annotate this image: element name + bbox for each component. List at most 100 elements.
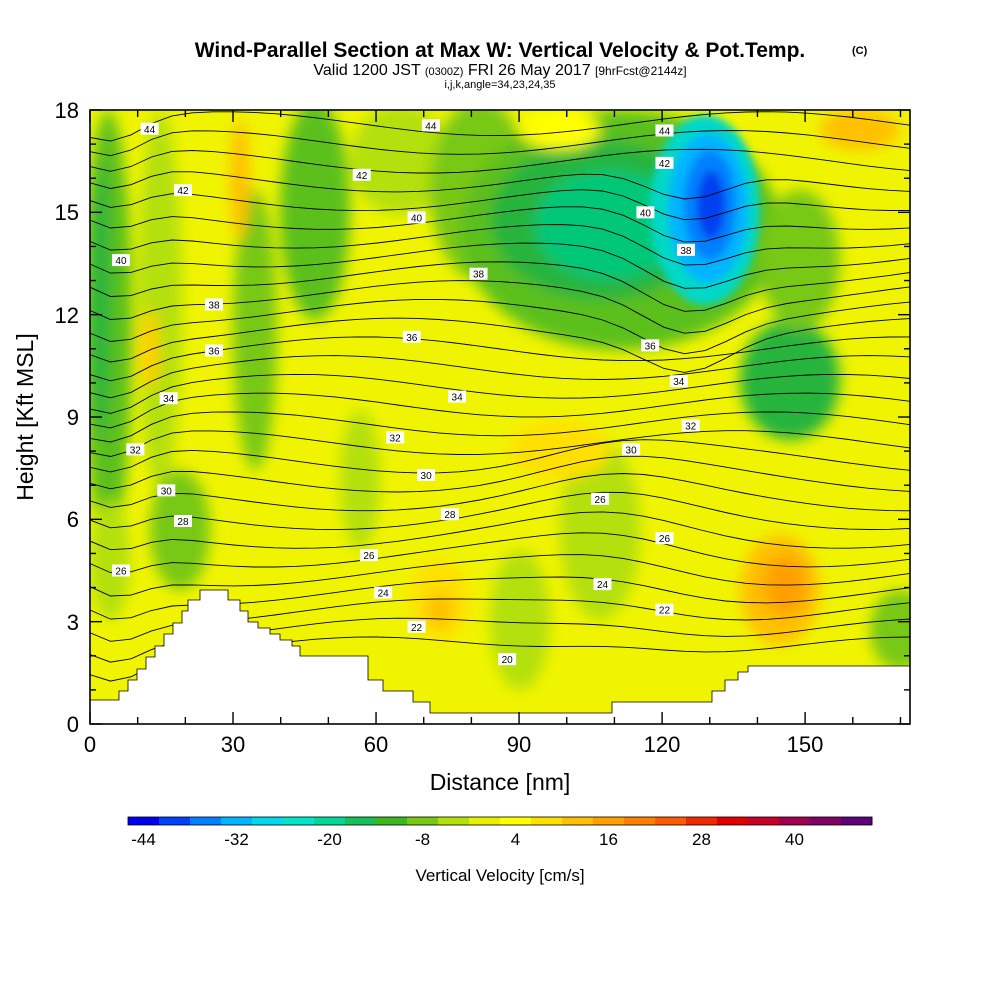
contour-label: 36 [641, 339, 660, 352]
y-tick-label: 6 [67, 507, 79, 532]
contour-label: 32 [681, 419, 700, 433]
contour-label-box [676, 243, 695, 256]
colorbar-tick-label: 28 [692, 830, 711, 849]
x-tick-label: 0 [84, 732, 96, 757]
contour-label-text: 34 [452, 393, 464, 404]
theta-contour-line [90, 280, 910, 334]
colorbar-swatch [376, 817, 408, 825]
contour-label: 26 [591, 492, 610, 506]
colorbar-swatch [686, 817, 718, 825]
contour-label-box [173, 184, 192, 197]
contour-label-text: 44 [144, 125, 156, 136]
contour-label: 24 [593, 578, 612, 591]
theta-contour-line [90, 439, 910, 474]
theta-contour-line [90, 336, 910, 382]
colorbar-swatch [159, 817, 191, 825]
contour-label: 20 [498, 653, 517, 666]
theta-contour-line [90, 148, 910, 174]
colorbar [127, 816, 873, 826]
contour-label-box [641, 339, 660, 352]
contour-label: 38 [676, 243, 695, 257]
plot-area: 44 44 44 42 42 42 40 40 40 38 38 38 36 36 36 34 34 34 32 32… [90, 110, 910, 724]
contour-label-box [591, 492, 610, 505]
colorbar-swatch [531, 817, 563, 825]
contour-label-box [655, 532, 674, 545]
contour-label-box [204, 298, 223, 311]
colorbar-swatch [438, 817, 470, 825]
contour-label-text: 28 [177, 517, 189, 528]
colorbar-swatch [562, 817, 594, 825]
contour-label: 30 [417, 468, 436, 482]
contour-label-text: 38 [680, 246, 692, 257]
colorbar-swatch [190, 817, 222, 825]
contour-label-box [440, 508, 459, 521]
contour-label: 42 [352, 168, 371, 182]
contour-label-box [655, 603, 674, 616]
colorbar-swatch [314, 817, 346, 825]
contour-label: 38 [204, 298, 223, 311]
contour-label-box [159, 392, 178, 405]
contour-label-text: 32 [685, 422, 697, 433]
contour-label: 22 [655, 603, 674, 617]
contour-label-text: 40 [411, 213, 423, 224]
theta-contour-line [90, 298, 910, 355]
theta-contour-line [90, 473, 910, 512]
theta-contour-line [90, 511, 910, 551]
colorbar-swatch [655, 817, 687, 825]
contour-label-text: 34 [673, 377, 685, 388]
colorbar-tick-label: -32 [224, 830, 249, 849]
valid-zulu: (0300Z) [425, 66, 464, 78]
contour-label-text: 34 [163, 394, 175, 405]
contour-label: 26 [111, 564, 130, 578]
contour-label-text: 26 [115, 567, 127, 578]
contour-label: 24 [374, 586, 393, 600]
theta-contour-line [90, 455, 910, 493]
contour-label-text: 26 [363, 551, 375, 562]
contour-label-box [111, 254, 130, 267]
contour-label-text: 32 [130, 445, 142, 456]
theta-contour-line [90, 532, 910, 574]
colorbar-swatch [283, 817, 315, 825]
contour-label: 34 [448, 390, 467, 404]
contour-label-text: 26 [595, 495, 607, 506]
theta-contour-line [90, 171, 910, 200]
contour-label: 34 [669, 375, 688, 388]
contour-label-text: 30 [421, 471, 433, 482]
colorbar-swatch [252, 817, 284, 825]
contour-label-text: 36 [208, 346, 220, 357]
colorbar-swatch [345, 817, 377, 825]
contour-label-text: 44 [659, 126, 671, 137]
x-tick-labels: 0 30 60 90 120 150 [84, 732, 823, 757]
theta-contour-line [90, 491, 910, 531]
contour-label-text: 26 [659, 534, 671, 545]
contour-label-box [655, 124, 674, 137]
contour-label-box [173, 515, 192, 528]
theta-contour-line [90, 130, 910, 157]
contour-label-box [374, 586, 393, 599]
contour-label: 26 [359, 549, 378, 562]
contour-label: 22 [407, 620, 426, 634]
contour-label-text: 22 [659, 606, 671, 617]
contour-label-box [622, 443, 641, 456]
colorbar-swatch [841, 817, 873, 825]
colorbar-tick-label: 4 [511, 830, 520, 849]
theta-contour-line [90, 206, 910, 243]
contour-label-text: 40 [640, 208, 652, 219]
contour-label-box [407, 211, 426, 224]
contour-label: 40 [636, 206, 655, 219]
theta-contour-line [90, 242, 910, 289]
contour-label-box [407, 620, 426, 633]
contour-label-box [140, 122, 159, 135]
theta-contour-line [90, 317, 910, 373]
contour-label-box [126, 443, 145, 456]
contour-label-box [469, 267, 488, 280]
theta-contour-line [90, 430, 910, 457]
theta-contour-line [90, 392, 910, 429]
contour-label-text: 24 [597, 580, 609, 591]
colorbar-frame [127, 816, 873, 826]
contour-label-box [359, 549, 378, 562]
valid-time-label: Valid 1200 JST (0300Z) FRI 26 May 2017 [… [313, 62, 686, 79]
theta-contour-line [90, 373, 910, 414]
contour-label: 32 [126, 443, 145, 456]
